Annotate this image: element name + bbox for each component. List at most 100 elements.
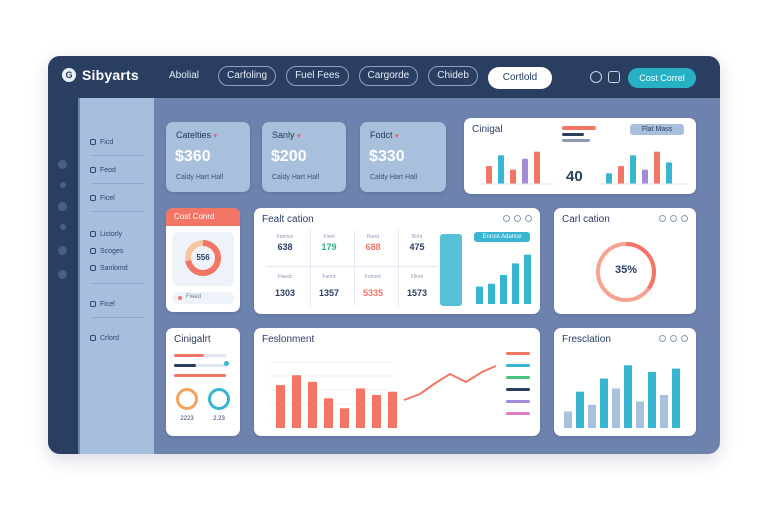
card-actions <box>659 215 688 222</box>
bar <box>660 395 668 428</box>
cinigalrt-card: Cinigalrt 2223 2.23 <box>166 328 240 436</box>
cell-label: Fomelc <box>364 274 382 280</box>
stat-sub: Caldy Hart Hall <box>370 174 418 181</box>
rail-logout-icon[interactable] <box>58 270 67 279</box>
stat-card-catelties[interactable]: Catelties ▾ $360 Caldy Hart Hall <box>166 122 250 192</box>
dot-icon[interactable] <box>503 215 510 222</box>
bar <box>624 365 632 428</box>
sidebar-item-feod[interactable]: Feod <box>90 160 146 180</box>
progress-fill <box>174 354 204 357</box>
ring-icon <box>176 388 198 410</box>
dot-icon[interactable] <box>681 335 688 342</box>
bar <box>636 401 644 428</box>
cell-value: 475 <box>409 242 425 252</box>
dot-icon[interactable] <box>659 215 666 222</box>
sidebar-item-sanlomd[interactable]: Sanlomd <box>90 258 146 278</box>
nav-item-abolial[interactable]: Abolial <box>169 70 200 81</box>
chart-icon <box>90 248 96 254</box>
bar <box>500 275 507 304</box>
sidebar-item-ficel-2[interactable]: Ficel <box>90 294 146 314</box>
enrost-adance-badge[interactable]: Enrost Adance <box>474 232 530 242</box>
nav-item-chideb[interactable]: Chideb <box>428 66 478 86</box>
dot-icon[interactable] <box>670 335 677 342</box>
bar <box>666 162 672 184</box>
logo-icon: G <box>62 68 76 82</box>
nav-item-fuel-fees[interactable]: Fuel Fees <box>286 66 349 86</box>
bar <box>486 166 492 184</box>
status-dot-icon <box>178 296 182 300</box>
fealt-cation-card: Fealt cation Fenrice 638 Foml 179 Rond 6… <box>254 208 540 314</box>
card-actions <box>659 335 688 342</box>
sidebar-item-ficd[interactable]: Ficd <box>90 132 146 152</box>
mini-bar-chart <box>476 254 531 304</box>
sidebar-item-lictorly[interactable]: Lictorly <box>90 224 146 244</box>
stat-title: Catelties ▾ <box>176 130 218 140</box>
bar <box>642 169 648 184</box>
cell-label: Boht <box>411 234 423 240</box>
bar <box>534 151 540 184</box>
bar <box>276 385 285 428</box>
nav-item-carfoling[interactable]: Carfoling <box>218 66 277 86</box>
rail-settings-icon[interactable] <box>58 246 67 255</box>
bar <box>612 388 620 428</box>
bar <box>648 371 656 428</box>
dot-icon[interactable] <box>514 215 521 222</box>
card-title: Cinigalrt <box>174 334 211 345</box>
folder-icon <box>90 265 96 271</box>
card-title: Feslonment <box>262 334 315 345</box>
legend-swatch <box>506 364 530 367</box>
legend-line <box>562 126 596 130</box>
rail-user-icon[interactable] <box>58 202 67 211</box>
bar <box>512 263 519 304</box>
stat-card-sanly[interactable]: Sanly ▾ $200 Caldy Hart Hall <box>262 122 346 192</box>
sidebar-divider <box>92 283 144 284</box>
stat-sub: Caldy Hart Hall <box>176 174 224 181</box>
app-logo[interactable]: G Sibyarts <box>62 67 139 83</box>
fresclation-card: Fresclation <box>554 328 696 436</box>
cell-value: 1303 <box>274 288 296 298</box>
sidebar-divider <box>92 211 144 212</box>
sidebar-item-crlord[interactable]: Crlord <box>90 328 146 348</box>
progress-track <box>174 364 226 367</box>
bar <box>488 283 495 304</box>
icon-rail <box>48 98 78 454</box>
sidebar-item-scoges[interactable]: Scoges <box>90 241 146 261</box>
calendar-icon[interactable] <box>608 71 620 83</box>
sidebar-item-ficel[interactable]: Ficel <box>90 188 146 208</box>
stat-title: Sanly ▾ <box>272 130 301 140</box>
bar <box>524 254 531 304</box>
header-cta-button[interactable]: Cortlold <box>488 67 552 89</box>
app-name: Sibyarts <box>82 67 139 83</box>
sidebar-item-label: Crlord <box>100 334 120 342</box>
slider-handle-icon[interactable] <box>224 361 229 366</box>
legend-line <box>562 133 584 136</box>
stat-card-fodct[interactable]: Fodct ▾ $330 Caldy Hart Hall <box>360 122 446 192</box>
nav-item-cargorde[interactable]: Cargorde <box>358 66 419 86</box>
cost-correl-button[interactable]: Cost Correl <box>628 68 696 88</box>
flat-mass-badge[interactable]: Flat Mass <box>630 124 684 135</box>
sidebar-item-label: Ficel <box>100 300 115 308</box>
list-icon <box>90 167 96 173</box>
dot-icon[interactable] <box>659 335 666 342</box>
sidebar-item-label: Sanlomd <box>100 264 128 272</box>
cell-value: 5335 <box>362 288 384 298</box>
file-icon <box>90 231 96 237</box>
bar <box>606 173 612 184</box>
stat-sub: Caldy Hart Hall <box>272 174 320 181</box>
rail-dot-icon[interactable] <box>60 224 66 230</box>
chevron-down-icon: ▾ <box>297 133 301 140</box>
bar <box>372 395 381 428</box>
dot-icon[interactable] <box>681 215 688 222</box>
dot-icon[interactable] <box>670 215 677 222</box>
progress-fill <box>174 374 226 377</box>
dot-icon[interactable] <box>525 215 532 222</box>
cell-label: Foml <box>323 234 335 240</box>
stat-value: $360 <box>175 148 211 165</box>
bar <box>498 155 504 184</box>
rail-home-icon[interactable] <box>58 160 67 169</box>
bar <box>340 408 349 428</box>
rail-dot-icon[interactable] <box>60 182 66 188</box>
chevron-down-icon: ▾ <box>395 133 399 140</box>
sidebar-item-label: Lictorly <box>100 230 123 238</box>
help-icon[interactable] <box>590 71 602 83</box>
